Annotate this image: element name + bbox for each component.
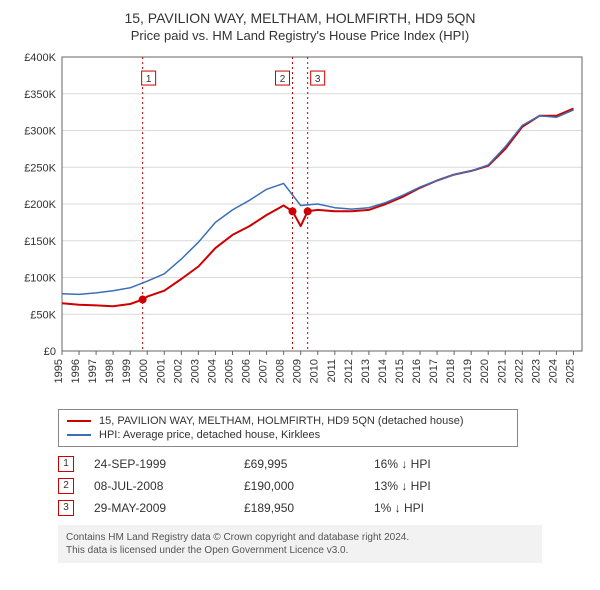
svg-text:2021: 2021 — [496, 359, 508, 383]
svg-text:£400K: £400K — [24, 52, 56, 64]
sale-hpi-diff: 13% ↓ HPI — [374, 479, 494, 493]
sale-marker-box: 2 — [58, 478, 74, 494]
svg-text:2024: 2024 — [547, 359, 559, 383]
svg-text:2019: 2019 — [462, 359, 474, 383]
svg-text:2001: 2001 — [155, 359, 167, 383]
svg-text:2012: 2012 — [343, 359, 355, 383]
svg-text:£350K: £350K — [24, 89, 56, 101]
chart-subtitle: Price paid vs. HM Land Registry's House … — [12, 28, 588, 43]
svg-text:1995: 1995 — [53, 359, 65, 383]
svg-text:2013: 2013 — [360, 359, 372, 383]
sale-date: 29-MAY-2009 — [94, 501, 224, 515]
svg-text:1999: 1999 — [121, 359, 133, 383]
legend-item: HPI: Average price, detached house, Kirk… — [67, 428, 509, 442]
sale-hpi-diff: 16% ↓ HPI — [374, 457, 494, 471]
legend-swatch — [67, 434, 91, 436]
sale-hpi-diff: 1% ↓ HPI — [374, 501, 494, 515]
footer-line: This data is licensed under the Open Gov… — [66, 544, 534, 557]
legend: 15, PAVILION WAY, MELTHAM, HOLMFIRTH, HD… — [58, 409, 518, 447]
svg-text:2010: 2010 — [309, 359, 321, 383]
line-chart: £0 £50K £100K £150K £200K £250K £300K £350K £400… — [12, 51, 588, 401]
legend-swatch — [67, 420, 91, 422]
sale-price: £190,000 — [244, 479, 354, 493]
svg-text:2016: 2016 — [411, 359, 423, 383]
svg-text:1996: 1996 — [70, 359, 82, 383]
sale-price: £69,995 — [244, 457, 354, 471]
chart-area: £0 £50K £100K £150K £200K £250K £300K £350K £400… — [12, 51, 588, 401]
svg-text:1997: 1997 — [87, 359, 99, 383]
sale-marker-box: 1 — [58, 456, 74, 472]
svg-text:3: 3 — [315, 74, 321, 85]
chart-title: 15, PAVILION WAY, MELTHAM, HOLMFIRTH, HD… — [12, 10, 588, 26]
svg-text:2007: 2007 — [258, 359, 270, 383]
footer-line: Contains HM Land Registry data © Crown c… — [66, 531, 534, 544]
svg-text:2022: 2022 — [513, 359, 525, 383]
sales-table: 1 24-SEP-1999 £69,995 16% ↓ HPI 2 08-JUL-2008… — [58, 453, 588, 519]
attribution-footer: Contains HM Land Registry data © Crown c… — [58, 525, 542, 563]
svg-text:2020: 2020 — [479, 359, 491, 383]
svg-text:1998: 1998 — [104, 359, 116, 383]
sale-marker-box: 3 — [58, 500, 74, 516]
svg-text:2018: 2018 — [445, 359, 457, 383]
svg-text:2: 2 — [280, 74, 286, 85]
legend-item: 15, PAVILION WAY, MELTHAM, HOLMFIRTH, HD… — [67, 414, 509, 428]
svg-text:1: 1 — [146, 74, 152, 85]
svg-text:2023: 2023 — [530, 359, 542, 383]
svg-text:2025: 2025 — [564, 359, 576, 383]
svg-text:£100K: £100K — [24, 273, 56, 285]
svg-text:2005: 2005 — [223, 359, 235, 383]
svg-text:2008: 2008 — [275, 359, 287, 383]
svg-text:2000: 2000 — [138, 359, 150, 383]
sale-row: 1 24-SEP-1999 £69,995 16% ↓ HPI — [58, 453, 588, 475]
svg-text:£150K: £150K — [24, 236, 56, 248]
svg-text:£0: £0 — [44, 346, 56, 358]
svg-text:2017: 2017 — [428, 359, 440, 383]
svg-text:£250K: £250K — [24, 162, 56, 174]
svg-text:£300K: £300K — [24, 126, 56, 138]
svg-text:2002: 2002 — [172, 359, 184, 383]
svg-text:2004: 2004 — [206, 359, 218, 383]
svg-text:£50K: £50K — [30, 309, 56, 321]
sale-date: 08-JUL-2008 — [94, 479, 224, 493]
legend-label: 15, PAVILION WAY, MELTHAM, HOLMFIRTH, HD… — [99, 415, 464, 427]
sale-date: 24-SEP-1999 — [94, 457, 224, 471]
chart-container: 15, PAVILION WAY, MELTHAM, HOLMFIRTH, HD… — [0, 0, 600, 573]
svg-text:2011: 2011 — [326, 359, 338, 383]
sale-row: 2 08-JUL-2008 £190,000 13% ↓ HPI — [58, 475, 588, 497]
svg-text:2003: 2003 — [189, 359, 201, 383]
svg-text:2015: 2015 — [394, 359, 406, 383]
svg-text:2009: 2009 — [292, 359, 304, 383]
svg-text:£200K: £200K — [24, 199, 56, 211]
sale-price: £189,950 — [244, 501, 354, 515]
sale-row: 3 29-MAY-2009 £189,950 1% ↓ HPI — [58, 497, 588, 519]
legend-label: HPI: Average price, detached house, Kirk… — [99, 429, 320, 441]
svg-text:2006: 2006 — [241, 359, 253, 383]
svg-text:2014: 2014 — [377, 359, 389, 383]
